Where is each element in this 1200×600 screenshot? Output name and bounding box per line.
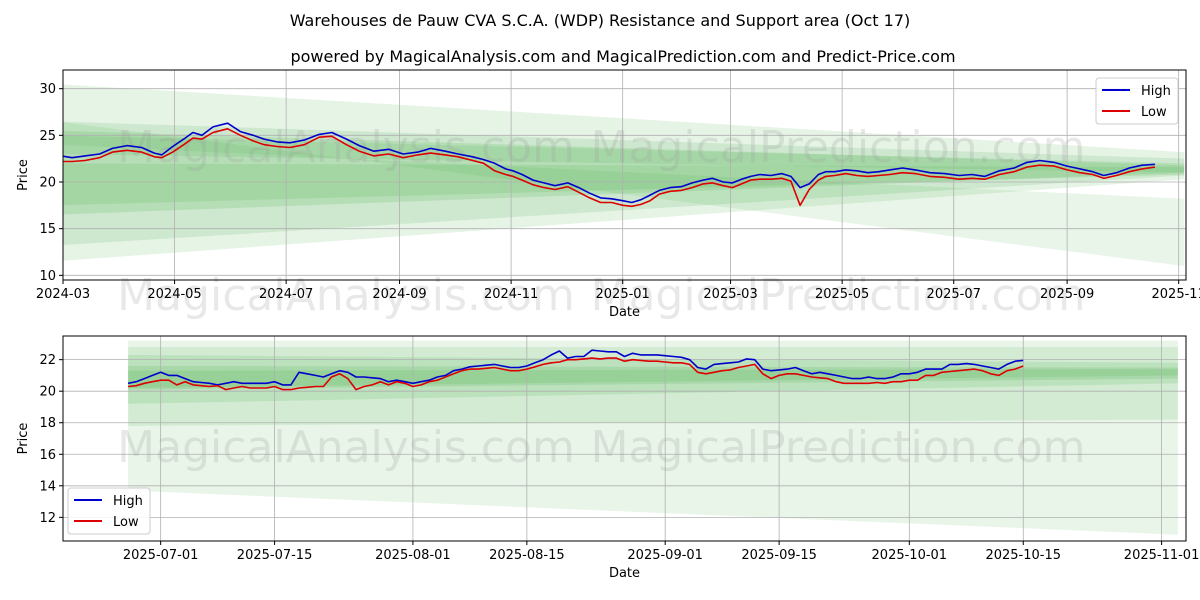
series-line-low [63,128,1156,208]
x-tick-label: 2025-10-15 [985,548,1061,563]
series-lines [63,122,1156,208]
y-tick-label: 22 [39,353,56,368]
band-area [63,130,1185,215]
band-area [63,122,1185,266]
series-line-high [127,349,1024,386]
legend-label-high: High [1141,84,1171,99]
chart-legend: High Low [67,487,151,535]
chart-title: Warehouses de Pauw CVA S.C.A. (WDP) Resi… [290,11,910,30]
x-tick-label: 2025-03 [703,287,757,302]
y-tick-label: 14 [39,479,56,494]
band-area [63,121,1185,246]
watermark: MagicalAnalysis.com [117,270,575,321]
axes-frame [62,69,1187,281]
series-line-low [128,357,1024,391]
series-lines [127,349,1024,391]
watermark: MagicalPrediction.com [591,270,1086,321]
band-area [63,84,1185,261]
band-area [128,347,1178,426]
x-tick-label: 2025-07-15 [237,548,313,563]
grid-lines [63,336,1186,541]
y-tick-label: 16 [39,448,56,463]
bottom-chart-panel: MagicalAnalysis.com MagicalPrediction.com… [16,335,1200,581]
x-tick-label: 2025-07 [927,287,981,302]
support-resistance-bands [63,84,1185,266]
x-tick-label: 2025-07-01 [123,548,199,563]
x-tick-label: 2025-09 [1040,287,1094,302]
y-tick-label: 12 [39,511,56,526]
y-tick-label: 25 [39,129,56,144]
legend-label-high: High [113,494,143,509]
x-tick-label: 2025-11 [1152,287,1200,302]
series-line-high [63,122,1155,204]
watermark: MagicalPrediction.com [591,422,1086,473]
x-axis-label: Date [609,305,640,320]
watermark: MagicalAnalysis.com [117,422,575,473]
watermark: MagicalPrediction.com [591,122,1086,173]
y-tick-label: 30 [39,82,56,97]
y-tick-label: 18 [39,416,56,431]
x-tick-label: 2025-09-01 [627,548,703,563]
x-tick-label: 2024-11 [484,287,538,302]
y-tick-label: 20 [39,176,56,191]
x-axis-label: Date [609,566,640,581]
x-tick-label: 2024-05 [147,287,201,302]
y-tick-label: 20 [39,385,56,400]
x-tick-label: 2025-01 [596,287,650,302]
y-axis-label: Price [16,423,31,455]
x-tick-label: 2025-10-01 [872,548,948,563]
x-tick-label: 2024-09 [372,287,426,302]
y-tick-label: 10 [39,269,56,284]
x-tick-label: 2025-11-01 [1124,548,1200,563]
x-tick-label: 2025-05 [815,287,869,302]
x-tick-label: 2024-03 [36,287,90,302]
x-tick-label: 2025-08-01 [375,548,451,563]
axes-frame [62,335,1187,542]
top-chart-panel: MagicalAnalysis.com MagicalPrediction.com… [16,69,1200,321]
y-axis-label: Price [16,159,31,191]
legend-label-low: Low [113,515,139,530]
chart-subtitle: powered by MagicalAnalysis.com and Magic… [290,47,955,66]
watermark: MagicalAnalysis.com [117,122,575,173]
chart-legend: High Low [1095,77,1179,125]
y-tick-label: 15 [39,222,56,237]
x-tick-label: 2025-08-15 [489,548,565,563]
legend-label-low: Low [1141,105,1167,120]
band-area [63,135,1185,173]
x-tick-label: 2024-07 [259,287,313,302]
band-area [63,163,1185,206]
x-tick-label: 2025-09-15 [741,548,817,563]
